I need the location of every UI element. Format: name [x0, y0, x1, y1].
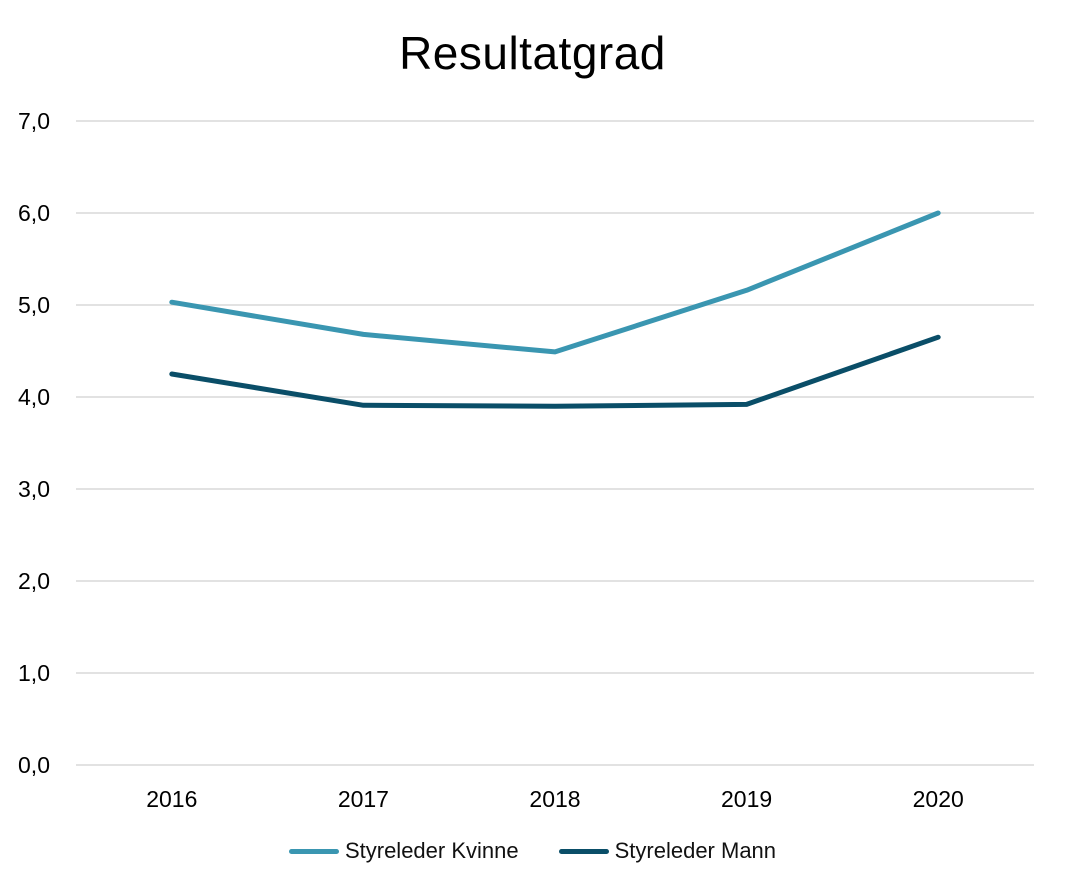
y-tick-label: 1,0	[18, 660, 50, 686]
x-tick-label: 2018	[529, 786, 580, 812]
chart-title: Resultatgrad	[399, 27, 666, 79]
y-axis-tick-labels: 0,0 1,0 2,0 3,0 4,0 5,0 6,0 7,0	[18, 108, 50, 778]
series-lines	[169, 210, 941, 409]
y-tick-label: 3,0	[18, 476, 50, 502]
x-tick-label: 2020	[913, 786, 964, 812]
series-line-0	[169, 210, 941, 355]
legend-label-mann: Styreleder Mann	[614, 838, 777, 863]
y-tick-label: 5,0	[18, 292, 50, 318]
legend-swatch-mann	[558, 848, 609, 854]
x-tick-label: 2016	[146, 786, 197, 812]
legend-item-mann: Styreleder Mann	[558, 838, 777, 864]
y-tick-label: 7,0	[18, 108, 50, 134]
y-tick-label: 0,0	[18, 752, 50, 778]
x-axis-tick-labels: 2016 2017 2018 2019 2020	[146, 786, 964, 812]
legend: Styreleder Kvinne Styreleder Mann	[0, 838, 1065, 864]
legend-label-kvinne: Styreleder Kvinne	[344, 838, 519, 863]
y-tick-label: 6,0	[18, 200, 50, 226]
line-chart: 0,01,02,03,04,05,06,07,0 2016 2017 2018 201…	[18, 108, 1034, 812]
y-tick-label: 2,0	[18, 568, 50, 594]
series-line-1	[169, 334, 941, 409]
x-tick-label: 2019	[721, 786, 772, 812]
gridlines	[76, 120, 1034, 766]
y-tick-label: 4,0	[18, 384, 50, 410]
legend-item-kvinne: Styreleder Kvinne	[288, 838, 519, 864]
x-tick-label: 2017	[338, 786, 389, 812]
legend-swatch-kvinne	[288, 848, 339, 854]
